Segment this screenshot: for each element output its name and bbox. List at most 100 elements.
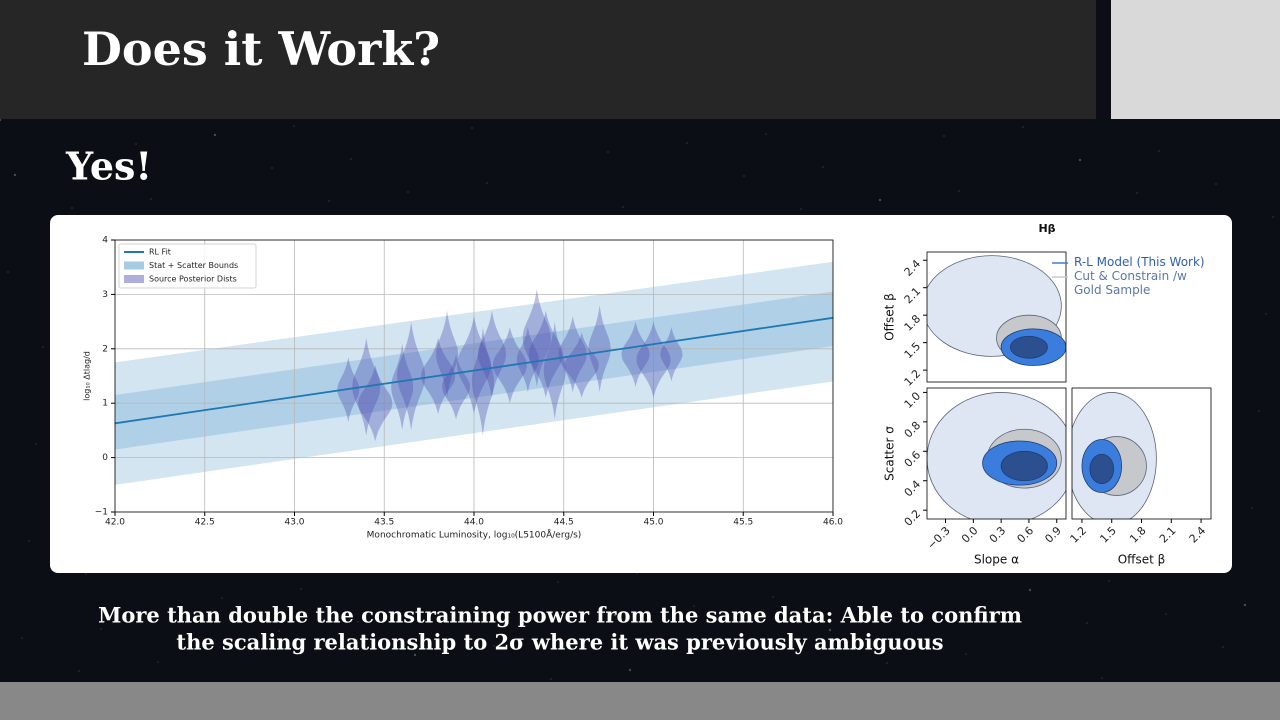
star (350, 158, 352, 160)
corner-title: Hβ (1038, 222, 1055, 235)
x-tick-label: 45.0 (643, 518, 663, 528)
star (300, 588, 302, 590)
star (800, 208, 802, 210)
violin (391, 343, 414, 431)
star (550, 678, 552, 680)
star (293, 125, 295, 127)
x-axis-label: Slope α (974, 553, 1019, 567)
star (135, 143, 137, 145)
star (1158, 150, 1160, 152)
violin (436, 310, 459, 398)
star (743, 175, 745, 177)
contour (1089, 453, 1115, 485)
star (28, 540, 30, 542)
star (271, 167, 273, 169)
footer-bar (0, 682, 1280, 720)
star (686, 142, 688, 144)
star (493, 645, 495, 647)
star (965, 653, 967, 655)
star (1022, 126, 1024, 128)
star (1108, 580, 1110, 582)
panel (927, 255, 1066, 366)
y-tick-label: 3 (102, 290, 108, 300)
star (35, 443, 37, 445)
contour (1000, 450, 1048, 482)
x-tick-label: 44.5 (554, 518, 574, 528)
violin (477, 310, 506, 398)
star (278, 630, 280, 632)
star (100, 628, 102, 630)
star (886, 662, 888, 664)
plot-frame (114, 239, 834, 513)
violin (528, 310, 563, 398)
star (822, 166, 824, 168)
slide-subtitle: Yes! (65, 144, 152, 189)
star (765, 133, 767, 135)
violin (564, 332, 599, 398)
star (1165, 613, 1167, 615)
header-bar (0, 0, 1096, 119)
x-tick-label: 43.5 (374, 518, 394, 528)
star (0, 118, 2, 122)
y-tick-label: 2 (102, 344, 108, 354)
star (407, 191, 409, 193)
star (1215, 183, 1217, 185)
x-axis-label: Monochromatic Luminosity, log₁₀(L5100Å/e… (367, 529, 582, 541)
star (85, 573, 87, 575)
star (1272, 216, 1274, 218)
x-axis-label: Offset β (1118, 553, 1166, 567)
star (7, 271, 9, 273)
panel (1072, 392, 1157, 519)
violin (442, 354, 471, 420)
star (1136, 192, 1138, 194)
star (1222, 646, 1224, 648)
violin (660, 327, 683, 382)
star (413, 653, 417, 657)
star (42, 346, 44, 348)
star (750, 638, 752, 640)
legend-label: Source Posterior Dists (149, 275, 237, 284)
x-tick-label: 42.0 (105, 518, 125, 528)
star (607, 151, 609, 153)
star (471, 127, 473, 129)
legend-swatch (124, 261, 144, 270)
header-block (1111, 0, 1280, 119)
star (486, 182, 488, 184)
panel-frame (926, 387, 1067, 520)
legend-label: Stat + Scatter Bounds (149, 261, 238, 270)
star (71, 207, 73, 209)
legend-box (118, 243, 257, 289)
violin (397, 321, 426, 431)
star (157, 661, 159, 663)
legend-label: R-L Model (This Work) (1074, 255, 1205, 269)
star (221, 597, 223, 599)
legend-label: Cut & Constrain /w Gold Sample (1074, 269, 1187, 297)
x-tick-label: 44.0 (464, 518, 484, 528)
star (213, 133, 217, 137)
legend-item: Cut & Constrain /w Gold Sample (1074, 269, 1187, 297)
slide-title: Does it Work? (82, 22, 440, 76)
star (943, 135, 945, 137)
x-tick-label: 42.5 (195, 518, 215, 528)
star (1251, 507, 1253, 509)
contour (1010, 335, 1048, 359)
y-tick-label: 4 (102, 236, 108, 246)
violin (543, 321, 566, 420)
star (1078, 158, 1082, 162)
star (557, 581, 559, 583)
star (772, 596, 774, 598)
star (21, 637, 23, 639)
star (436, 612, 438, 614)
star (1265, 313, 1267, 315)
star (622, 206, 624, 208)
caption-line: More than double the constraining power … (98, 603, 1022, 628)
violin (558, 316, 587, 393)
violin (522, 288, 551, 387)
star (13, 173, 17, 177)
star (1243, 603, 1247, 607)
legend-label: RL Fit (149, 248, 171, 257)
x-tick-label: 46.0 (823, 518, 843, 528)
y-tick-label: −1 (95, 508, 108, 518)
fit-line (115, 316, 833, 425)
star (828, 628, 832, 632)
